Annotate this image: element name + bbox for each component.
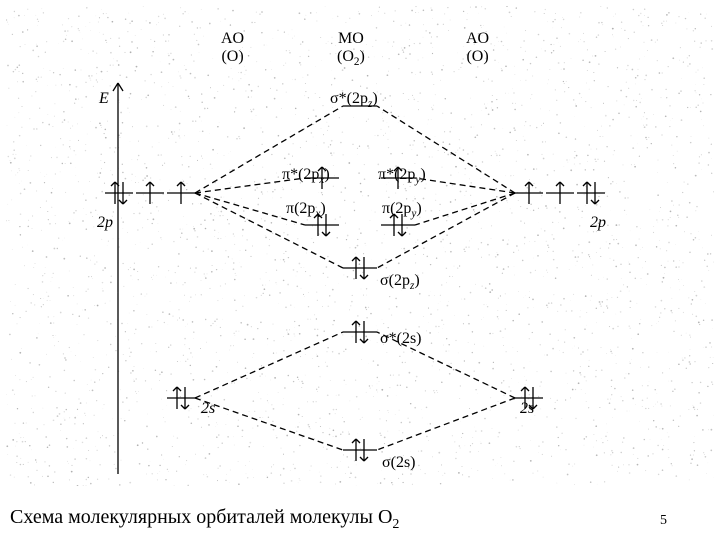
lbl-sigma-2s: σ(2s)	[382, 454, 416, 472]
lbl-sigma-2pz: σ(2pz)	[380, 272, 420, 293]
page-number: 5	[660, 513, 667, 528]
axis-label: E	[99, 90, 109, 108]
lbl-sigma-star-2pz: σ*(2pz)	[330, 90, 378, 111]
caption: Схема молекулярных орбиталей молекулы O2	[10, 506, 399, 532]
lbl-2p-right: 2p	[590, 214, 606, 232]
lbl-2s-left: 2s	[201, 400, 215, 418]
lbl-pi-star-2px: π*(2px)	[282, 166, 330, 187]
header-right-ao: AO (O)	[466, 30, 489, 65]
lbl-2p-left: 2p	[97, 214, 113, 232]
lbl-pi-star-2py: π*(2py)	[378, 166, 426, 187]
lbl-sigma-star-2s: σ*(2s)	[380, 330, 422, 348]
lbl-2s-right: 2s	[520, 400, 534, 418]
header-mo: MO (O2)	[337, 30, 365, 68]
header-left-ao: AO (O)	[221, 30, 244, 65]
lbl-pi-2py: π(2py)	[382, 200, 422, 221]
lbl-pi-2px: π(2px)	[286, 200, 326, 221]
mo-diagram	[0, 0, 720, 540]
